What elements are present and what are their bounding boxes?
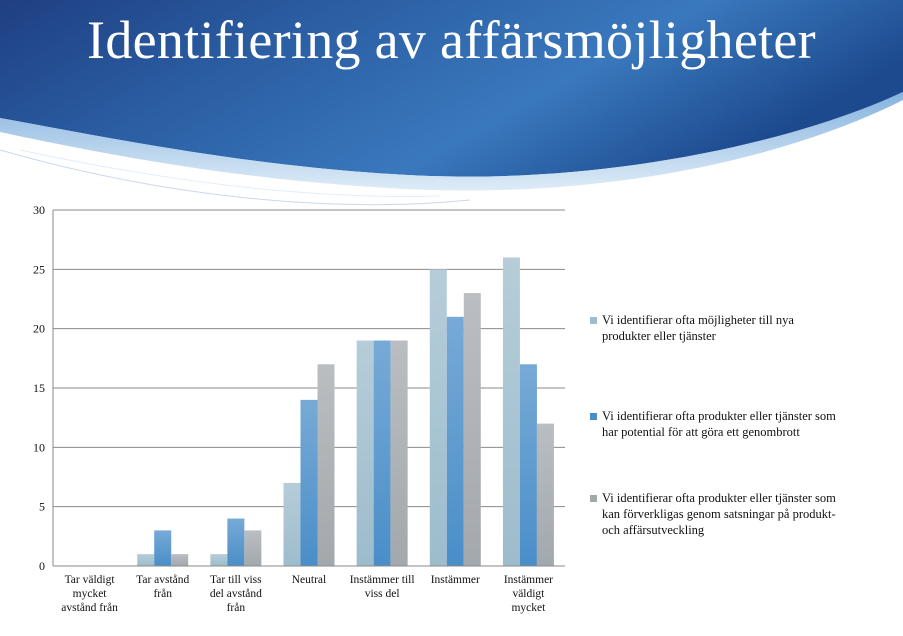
x-tick-label: Neutral xyxy=(292,574,326,586)
y-tick-label: 20 xyxy=(33,322,45,336)
legend: Vi identifierar ofta möjligheter till ny… xyxy=(590,312,880,538)
legend-item-series-3: Vi identifierar ofta produkter eller tjä… xyxy=(590,490,880,538)
x-tick-labels: Tar väldigt mycket avstånd från Tar avstånd… xyxy=(61,573,553,614)
bar-series-1-category-4 xyxy=(283,482,301,566)
x-tick-label: Tar till viss del avstånd från xyxy=(210,574,262,614)
bar-series-2-category-7 xyxy=(519,364,537,566)
bar-series-3-category-4 xyxy=(317,364,335,566)
y-tick-label: 5 xyxy=(39,500,45,514)
legend-label-series-3: Vi identifierar ofta produkter eller tjä… xyxy=(602,491,836,537)
bar-series-2-category-6 xyxy=(446,316,464,566)
y-tick-label: 15 xyxy=(33,381,45,395)
bar-series-1-category-3 xyxy=(210,554,228,566)
legend-item-series-1: Vi identifierar ofta möjligheter till ny… xyxy=(590,312,880,344)
x-tick-label: Instämmer xyxy=(431,574,480,586)
bars xyxy=(137,257,554,566)
bar-series-3-category-2 xyxy=(171,554,189,566)
legend-label-series-2: Vi identifierar ofta produkter eller tjä… xyxy=(602,409,836,439)
bar-series-1-category-6 xyxy=(429,269,447,566)
bar-series-1-category-2 xyxy=(137,554,155,566)
legend-swatch-series-2 xyxy=(590,413,597,420)
bar-series-3-category-7 xyxy=(536,423,554,566)
y-tick-label: 25 xyxy=(33,262,45,276)
bar-series-1-category-5 xyxy=(356,340,374,566)
bar-series-3-category-3 xyxy=(244,530,262,566)
x-tick-label: Instämmer till viss del xyxy=(350,574,415,600)
header-banner xyxy=(0,0,903,206)
bar-series-3-category-6 xyxy=(463,293,481,566)
x-tick-label: Instämmer väldigt mycket xyxy=(504,574,553,614)
bar-series-2-category-3 xyxy=(227,518,245,566)
y-tick-label: 10 xyxy=(33,440,45,454)
bar-series-2-category-4 xyxy=(300,399,318,566)
axes xyxy=(52,210,565,567)
x-tick-label: Tar väldigt mycket avstånd från xyxy=(61,574,118,614)
bar-series-2-category-5 xyxy=(373,340,391,566)
bar-series-2-category-2 xyxy=(154,530,172,566)
legend-swatch-series-3 xyxy=(590,495,597,502)
x-tick-label: Tar avstånd från xyxy=(136,573,189,600)
legend-label-series-1: Vi identifierar ofta möjligheter till ny… xyxy=(602,313,794,343)
y-tick-label: 30 xyxy=(33,203,45,217)
slide-title: Identifiering av affärsmöjligheter xyxy=(87,10,816,70)
bar-series-3-category-5 xyxy=(390,340,408,566)
legend-swatch-series-1 xyxy=(590,317,597,324)
y-tick-labels: 0 5 10 15 20 25 30 xyxy=(33,203,45,573)
bar-series-1-category-7 xyxy=(502,257,520,566)
legend-item-series-2: Vi identifierar ofta produkter eller tjä… xyxy=(590,408,880,440)
y-tick-label: 0 xyxy=(39,559,45,573)
